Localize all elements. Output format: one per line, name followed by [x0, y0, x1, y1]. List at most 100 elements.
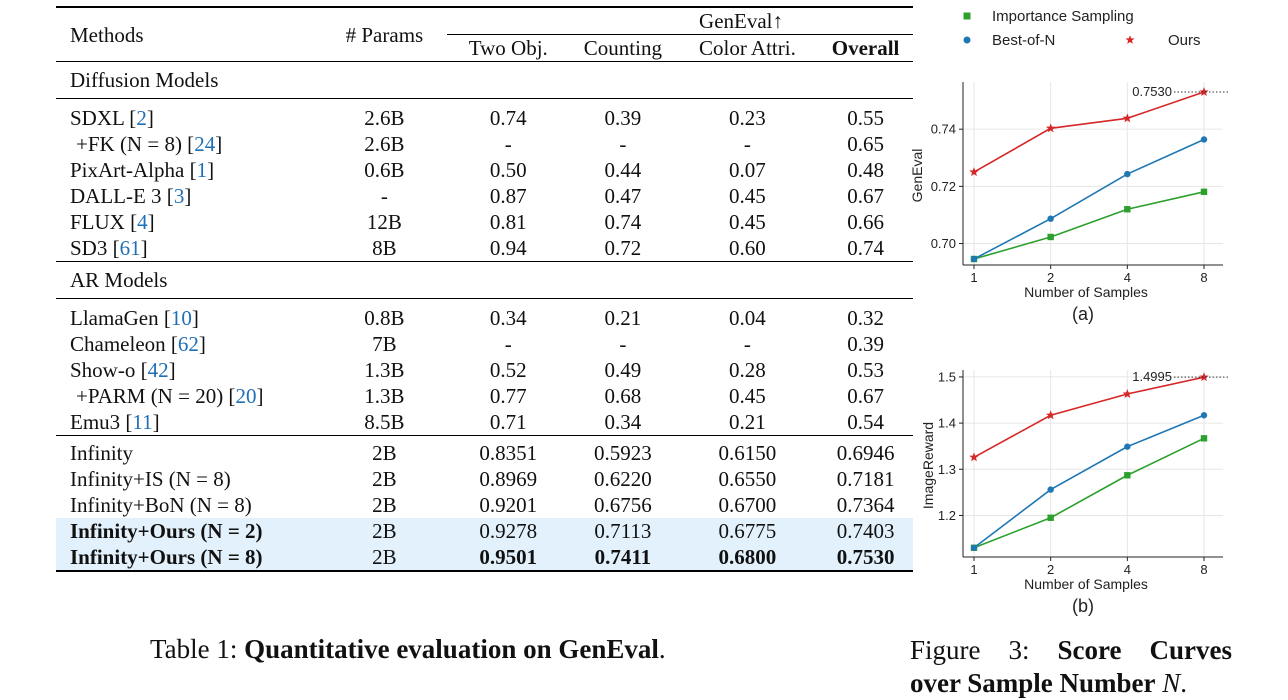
- square-marker: [1200, 435, 1208, 442]
- citation-link[interactable]: 61: [119, 236, 141, 260]
- method-name: +PARM (N = 20) [20]: [56, 383, 321, 409]
- score-cell: 0.6756: [594, 493, 652, 517]
- table-row: Infinity+BoN (N = 8) 2B 0.9201 0.6756 0.6700…: [56, 492, 913, 518]
- score-cell: 0.6220: [594, 467, 652, 491]
- panel-label: (b): [1072, 596, 1094, 616]
- params-cell: 2B: [372, 493, 397, 517]
- table-row: Infinity+IS (N = 8) 2B 0.8969 0.6220 0.6550 0…: [56, 466, 913, 492]
- method-label: SD3 [: [70, 236, 120, 260]
- score-cell: 0.54: [847, 410, 884, 434]
- table-row: FLUX [4] 12B 0.81 0.74 0.45 0.66: [56, 209, 913, 235]
- x-axis-label: Number of Samples: [1024, 576, 1148, 592]
- section-row: Diffusion Models: [56, 61, 913, 99]
- method-name: SDXL [2]: [56, 98, 322, 131]
- citation-link[interactable]: 3: [173, 184, 185, 208]
- score-cell: 0.87: [489, 184, 527, 208]
- citation-link[interactable]: 10: [170, 306, 192, 330]
- table-row: Chameleon [62] 7B - - - 0.39: [56, 331, 913, 357]
- citation-link[interactable]: 20: [235, 384, 257, 408]
- citation-link[interactable]: 11: [132, 410, 153, 434]
- score-cell: 0.55: [818, 98, 913, 131]
- score-cell: 0.9201: [479, 493, 538, 517]
- citation-link[interactable]: 2: [136, 106, 147, 130]
- header-color-attri: Color Attri.: [676, 34, 819, 62]
- params-cell: 8B: [372, 236, 397, 260]
- score-cell: 0.77: [489, 384, 527, 408]
- method-label: PixArt-Alpha [: [70, 158, 197, 182]
- score-cell: 0.34: [604, 410, 642, 434]
- score-cell: 0.44: [604, 158, 642, 182]
- table-row: Infinity+Ours (N = 2) 2B 0.9278 0.7113 0.677…: [56, 518, 913, 544]
- score-cell: 0.6775: [676, 518, 819, 544]
- y-axis-label: ImageReward: [920, 422, 936, 509]
- method-name: PixArt-Alpha [1]: [56, 157, 321, 183]
- citation-link[interactable]: 1: [196, 158, 208, 182]
- figure-legend: Importance Sampling Best-of-N Ours: [963, 8, 1201, 49]
- figure-caption-title-1: Score Curves: [1057, 635, 1232, 665]
- score-cell: 0.7411: [569, 544, 677, 572]
- star-marker: [1125, 35, 1135, 44]
- score-cell: 0.7403: [818, 518, 913, 544]
- citation-link[interactable]: 4: [137, 210, 148, 234]
- method-label-end: ]: [198, 332, 206, 356]
- chart-panel-a: 1 2 4 8 0.70 0.72 0.74 Number of Samples GenEval…: [909, 82, 1229, 324]
- square-marker: [1047, 233, 1054, 241]
- score-cell: 0.74: [447, 98, 570, 131]
- series-line: [973, 437, 1205, 549]
- header-geneval: GenEval↑: [569, 6, 913, 35]
- score-cell: 0.49: [604, 358, 642, 382]
- citation-link[interactable]: 24: [194, 132, 216, 156]
- method-label: +FK (N = 8) [: [76, 132, 195, 156]
- score-cell: 0.74: [604, 210, 642, 234]
- score-cell: 0.7364: [836, 493, 895, 517]
- table-row: LlamaGen [10] 0.8B 0.34 0.21 0.04 0.32: [56, 298, 913, 331]
- score-cell: 0.7113: [569, 518, 677, 544]
- method-name: Infinity+Ours (N = 8): [56, 544, 322, 572]
- score-cell: 0.6700: [718, 493, 777, 517]
- score-cell: 0.6550: [718, 467, 777, 491]
- star-marker: [1045, 123, 1056, 133]
- x-tick-label: 8: [1200, 562, 1207, 577]
- x-tick-label: 2: [1047, 562, 1054, 577]
- series-line: [973, 138, 1205, 260]
- method-name: Infinity+BoN (N = 8): [70, 493, 252, 517]
- score-cell: -: [619, 132, 627, 156]
- score-cell: 0.39: [847, 332, 884, 356]
- figure-caption: Figure 3: Score Curves over Sample Numbe…: [910, 634, 1232, 700]
- score-cell: 0.7181: [836, 467, 895, 491]
- params-cell: 0.6B: [364, 158, 405, 182]
- score-cell: 0.74: [847, 236, 884, 260]
- method-name: +FK (N = 8) [24]: [56, 131, 321, 157]
- method-name: LlamaGen [10]: [56, 298, 322, 331]
- method-name: FLUX [4]: [56, 209, 321, 235]
- score-cell: 0.6150: [676, 435, 819, 466]
- table-row: DALL-E 3 [3] - 0.87 0.47 0.45 0.67: [56, 183, 913, 209]
- params-cell: 2B: [321, 518, 448, 544]
- y-tick-label: 1.4: [938, 416, 956, 431]
- chart-panel-b: 1 2 4 8 1.2 1.3 1.4 1.5 Number of Samples ImageRe…: [920, 369, 1229, 616]
- score-cell: 0.48: [847, 158, 884, 182]
- score-cell: 0.6800: [676, 544, 819, 572]
- method-name: Show-o [42]: [56, 357, 321, 383]
- figure-caption-suffix: .: [1180, 668, 1187, 698]
- method-label-end: ]: [184, 184, 192, 208]
- citation-link[interactable]: 42: [147, 358, 169, 382]
- method-label: LlamaGen [: [70, 306, 171, 330]
- citation-link[interactable]: 62: [177, 332, 199, 356]
- method-name: Infinity+IS (N = 8): [70, 467, 231, 491]
- score-curves-figure: Importance Sampling Best-of-N Ours 1 2 4 8 0.7…: [909, 8, 1229, 616]
- header-two-obj: Two Obj.: [447, 34, 570, 62]
- star-marker: [969, 167, 979, 177]
- method-label: FLUX [: [70, 210, 138, 234]
- circle-marker: [963, 36, 971, 44]
- method-label: Chameleon [: [70, 332, 178, 356]
- circle-marker: [1124, 170, 1131, 178]
- score-cell: 0.67: [847, 184, 884, 208]
- section-title: AR Models: [56, 261, 913, 299]
- circle-marker: [1047, 215, 1054, 222]
- score-cell: 0.23: [676, 98, 819, 131]
- square-marker: [963, 12, 971, 20]
- score-cell: 0.5923: [569, 435, 677, 466]
- y-tick-label: 0.72: [931, 179, 956, 194]
- method-label-end: ]: [146, 106, 154, 130]
